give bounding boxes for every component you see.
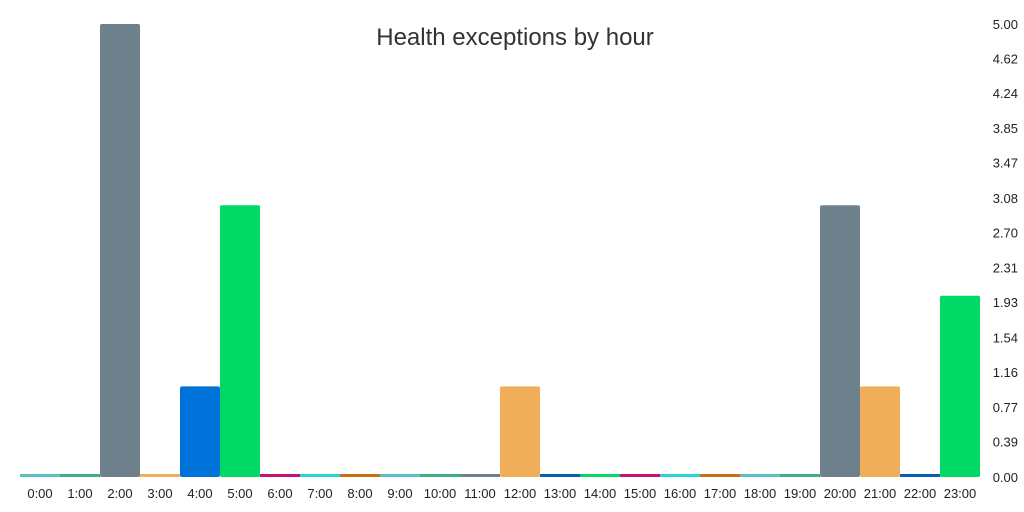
x-tick-label: 2:00 — [107, 486, 132, 501]
bar-5-00[interactable] — [220, 205, 260, 477]
bar-0-00[interactable] — [20, 474, 60, 477]
bar-22-00[interactable] — [900, 474, 940, 477]
x-tick-label: 9:00 — [387, 486, 412, 501]
bar-2-00[interactable] — [100, 24, 140, 477]
bar-12-00[interactable] — [500, 386, 540, 477]
bar-21-00[interactable] — [860, 386, 900, 477]
x-tick-label: 14:00 — [584, 486, 617, 501]
x-tick-label: 7:00 — [307, 486, 332, 501]
bar-16-00[interactable] — [660, 474, 700, 477]
x-axis-tick-labels: 0:00 1:00 2:00 3:00 4:00 5:00 6:00 7:00 8:00 9:00… — [27, 486, 976, 501]
x-tick-label: 21:00 — [864, 486, 897, 501]
bar-10-00[interactable] — [420, 474, 460, 477]
y-tick-label: 0.00 — [993, 470, 1018, 485]
bar-13-00[interactable] — [540, 474, 580, 477]
y-tick-label: 1.54 — [993, 330, 1018, 345]
bar-6-00[interactable] — [260, 474, 300, 477]
y-tick-label: 3.85 — [993, 121, 1018, 136]
bar-3-00[interactable] — [140, 474, 180, 477]
y-tick-label: 4.24 — [993, 86, 1018, 101]
y-tick-label: 2.70 — [993, 225, 1018, 240]
x-tick-label: 19:00 — [784, 486, 817, 501]
x-tick-label: 5:00 — [227, 486, 252, 501]
y-tick-label: 3.08 — [993, 191, 1018, 206]
bar-9-00[interactable] — [380, 474, 420, 477]
x-tick-label: 17:00 — [704, 486, 737, 501]
y-tick-label: 5.00 — [993, 17, 1018, 32]
chart-title: Health exceptions by hour — [376, 24, 654, 51]
x-tick-label: 23:00 — [944, 486, 977, 501]
x-tick-label: 16:00 — [664, 486, 697, 501]
bars-group — [20, 24, 980, 477]
x-tick-label: 1:00 — [67, 486, 92, 501]
bar-4-00[interactable] — [180, 386, 220, 477]
y-axis-tick-labels: 0.00 0.39 0.77 1.16 1.54 1.93 2.31 2.70 3.08 3.47… — [993, 17, 1018, 485]
y-tick-label: 3.47 — [993, 156, 1018, 171]
bar-23-00[interactable] — [940, 295, 980, 477]
x-tick-label: 13:00 — [544, 486, 577, 501]
x-tick-label: 22:00 — [904, 486, 937, 501]
y-tick-label: 0.39 — [993, 435, 1018, 450]
x-tick-label: 3:00 — [147, 486, 172, 501]
y-tick-label: 0.77 — [993, 400, 1018, 415]
bar-14-00[interactable] — [580, 474, 620, 477]
x-tick-label: 10:00 — [424, 486, 457, 501]
x-tick-label: 11:00 — [464, 486, 496, 501]
y-tick-label: 2.31 — [993, 261, 1018, 276]
bar-11-00[interactable] — [460, 474, 500, 477]
x-tick-label: 6:00 — [267, 486, 292, 501]
bar-18-00[interactable] — [740, 474, 780, 477]
bar-8-00[interactable] — [340, 474, 380, 477]
bar-20-00[interactable] — [820, 205, 860, 477]
bar-7-00[interactable] — [300, 474, 340, 477]
x-tick-label: 8:00 — [347, 486, 372, 501]
bar-17-00[interactable] — [700, 474, 740, 477]
x-tick-label: 12:00 — [504, 486, 537, 501]
bar-1-00[interactable] — [60, 474, 100, 477]
x-tick-label: 4:00 — [187, 486, 212, 501]
x-tick-label: 20:00 — [824, 486, 857, 501]
y-tick-label: 1.16 — [993, 365, 1018, 380]
x-tick-label: 18:00 — [744, 486, 777, 501]
bar-15-00[interactable] — [620, 474, 660, 477]
x-tick-label: 0:00 — [27, 486, 52, 501]
bar-19-00[interactable] — [780, 474, 820, 477]
y-tick-label: 1.93 — [993, 295, 1018, 310]
x-tick-label: 15:00 — [624, 486, 657, 501]
y-tick-label: 4.62 — [993, 51, 1018, 66]
